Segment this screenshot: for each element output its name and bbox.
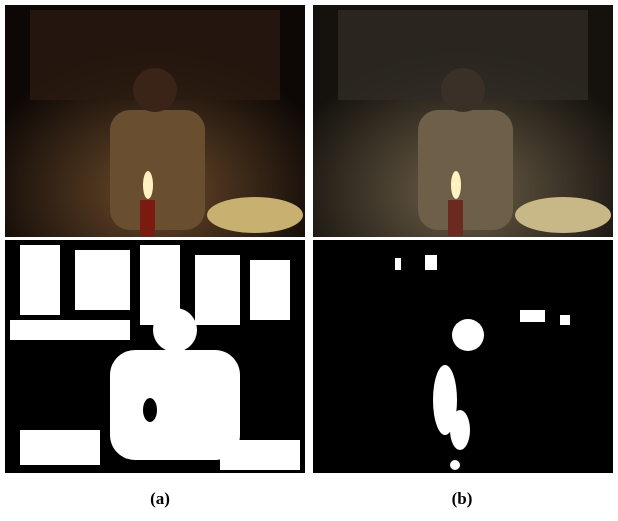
panel-label: (a) — [150, 489, 170, 508]
page: (a) (b) (() => { const data = JSON.parse… — [0, 0, 618, 521]
photo-b — [313, 5, 613, 237]
mask-b — [313, 240, 613, 473]
mask-a — [5, 240, 305, 473]
figure: (a) (b) — [0, 0, 618, 521]
panel-label: (b) — [452, 489, 473, 508]
photo-a — [5, 5, 305, 237]
